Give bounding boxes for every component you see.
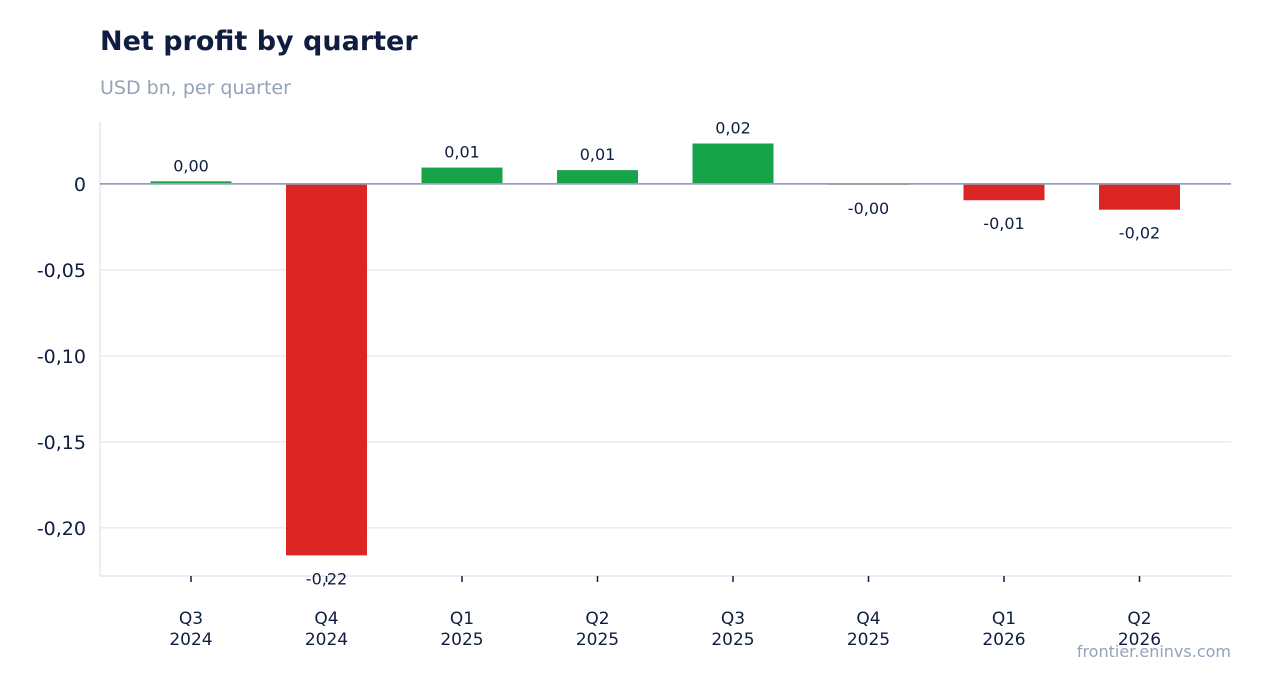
data-label: -0,02 [1119,224,1160,243]
data-label: -0,00 [848,199,889,218]
y-tick-label: 0 [74,174,86,196]
data-label: -0,01 [983,214,1024,233]
x-tick-label: Q4 [856,609,880,629]
bar [286,183,367,556]
bar [421,167,503,184]
gridlines [100,269,1231,529]
y-tick-label: -0,15 [37,432,86,454]
x-axis-ticks: Q32024Q42024Q12025Q22025Q32025Q42025Q120… [169,576,1161,650]
y-axis-ticks: 0 -0,05 -0,10 -0,15 -0,20 [37,174,86,540]
x-tick-label: 2026 [982,630,1025,650]
bar [557,170,638,184]
x-tick-label: 2025 [847,630,890,650]
data-label: 0,01 [580,145,616,164]
x-tick-label: 2025 [711,630,754,650]
axes [99,122,1231,577]
y-tick-label: -0,20 [37,518,86,540]
bar [692,143,774,184]
bars [150,143,1180,556]
x-tick-label: 2026 [1118,630,1161,650]
y-tick-label: -0,05 [37,260,86,282]
bar [150,181,232,184]
x-tick-label: Q2 [585,609,609,629]
x-tick-label: 2024 [305,630,348,650]
data-label: 0,01 [444,143,480,162]
x-tick-label: Q1 [992,609,1016,629]
x-tick-label: Q3 [721,609,745,629]
x-tick-label: 2024 [169,630,212,650]
x-tick-label: Q3 [179,609,203,629]
chart-title: Net profit by quarter [100,26,418,57]
x-tick-label: 2025 [440,630,483,650]
data-label: -0,22 [306,569,347,588]
x-tick-label: 2025 [576,630,619,650]
x-tick-label: Q2 [1127,609,1151,629]
x-tick-label: Q4 [314,609,338,629]
source-credit: frontier.eninvs.com [1076,642,1231,661]
data-label: 0,02 [715,118,751,137]
data-labels: 0,00 -0,22 0,01 0,01 0,02 -0,00 -0,01 -0,02 [173,118,1160,588]
data-label: 0,00 [173,156,209,175]
y-tick-label: -0,10 [37,346,86,368]
x-tick-label: Q1 [450,609,474,629]
bar [963,183,1045,201]
bar [1099,183,1180,210]
chart-subtitle: USD bn, per quarter [100,77,291,99]
